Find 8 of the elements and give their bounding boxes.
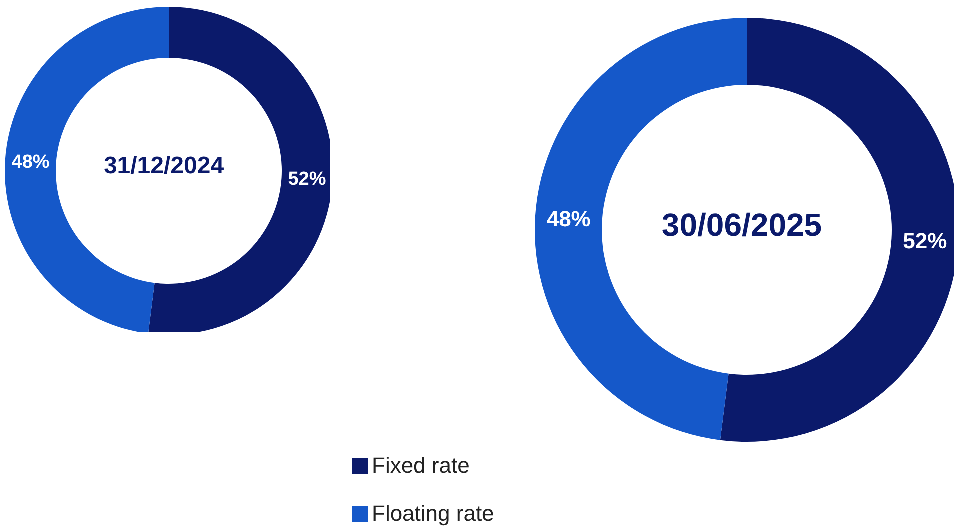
data-label: 48% <box>546 206 591 232</box>
data-label: 52% <box>903 228 948 254</box>
legend-label: Fixed rate <box>372 453 470 478</box>
legend-label: Floating rate <box>372 501 494 526</box>
text: 30/06/2025 <box>662 207 822 243</box>
data-label: 48% <box>12 152 50 173</box>
text: 31/12/2024 <box>104 152 225 180</box>
data-label: 52% <box>288 169 326 190</box>
